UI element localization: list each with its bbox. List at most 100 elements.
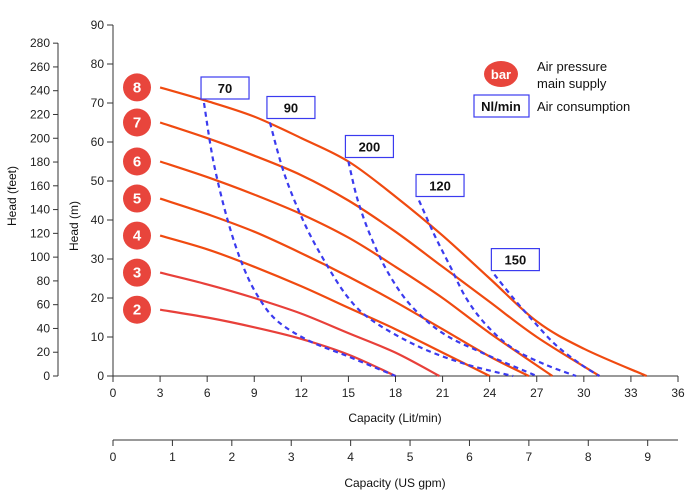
y2-tick-label: 280 — [30, 36, 50, 50]
x-axis-litmin: 0 3 6 9 12 15 18 21 24 27 30 33 36 — [110, 376, 685, 400]
pressure-bubble-label-6: 6 — [133, 154, 141, 171]
pressure-bubble-label-8: 8 — [133, 79, 141, 96]
y2-tick-label: 180 — [30, 155, 50, 169]
x2-tick-label: 0 — [110, 450, 117, 464]
y2-tick-label: 0 — [43, 369, 50, 383]
x2-tick-label: 3 — [288, 450, 295, 464]
y-tick-label: 50 — [91, 174, 105, 188]
y2-tick-label: 220 — [30, 107, 50, 121]
consumption-box-200 — [344, 134, 395, 159]
y-tick-label: 40 — [91, 213, 105, 227]
y2-tick-label: 260 — [30, 60, 50, 74]
pressure-bubble-label-2: 2 — [133, 302, 141, 319]
x-tick-label: 27 — [530, 386, 544, 400]
consumption-curve-70 — [202, 102, 396, 378]
y-axis-feet: 0 20 40 60 80 100 120 140 160 180 200 220 240 260 280 — [30, 36, 59, 383]
y-tick-label: 60 — [91, 135, 105, 149]
x2-tick-label: 5 — [407, 450, 414, 464]
y2-tick-label: 40 — [37, 321, 51, 335]
legend-nl-box — [473, 94, 530, 118]
legend-bar-text-line2: main supply — [537, 76, 607, 91]
pressure-curve-7-bar — [159, 121, 601, 377]
x2-tick-label: 4 — [347, 450, 354, 464]
y-tick-label: 70 — [91, 96, 105, 110]
consumption-box-90 — [266, 95, 316, 120]
pressure-bubble-2 — [123, 295, 151, 324]
x2-tick-label: 2 — [228, 450, 235, 464]
pressure-bubble-8 — [123, 73, 151, 102]
y2-tick-label: 200 — [30, 131, 50, 145]
x2-tick-label: 8 — [585, 450, 592, 464]
pressure-curve-3-bar — [159, 271, 440, 377]
y-tick-label: 20 — [91, 291, 105, 305]
y-tick-label: 0 — [97, 369, 104, 383]
consumption-curves — [202, 102, 601, 378]
y2-tick-label: 20 — [37, 345, 51, 359]
pressure-bubble-3 — [123, 258, 151, 287]
y2-tick-label: 140 — [30, 203, 50, 217]
consumption-labels: 70 90 200 120 150 — [200, 76, 540, 272]
y2-tick-label: 100 — [30, 250, 50, 264]
y2-tick-label: 240 — [30, 84, 50, 98]
consumption-box-70 — [200, 76, 250, 100]
x-tick-label: 36 — [671, 386, 685, 400]
legend-nl-symbol: Nl/min — [481, 99, 521, 114]
y2-tick-label: 160 — [30, 179, 50, 193]
x-tick-label: 18 — [389, 386, 403, 400]
x-axis-title-usgpm: Capacity (US gpm) — [344, 476, 445, 490]
y-tick-label: 80 — [91, 57, 105, 71]
pressure-bubble-5 — [123, 184, 151, 213]
x-axis-title-litmin: Capacity (Lit/min) — [348, 411, 441, 425]
consumption-label-90: 90 — [284, 101, 298, 116]
y-tick-label: 90 — [91, 18, 105, 32]
legend-nl-text: Air consumption — [537, 99, 630, 114]
pressure-bubble-4 — [123, 221, 151, 250]
pressure-curve-8-bar — [159, 86, 648, 378]
consumption-curve-120 — [418, 200, 577, 378]
y-axis-title-feet: Head (feet) — [5, 166, 19, 226]
x-tick-label: 12 — [295, 386, 309, 400]
x-tick-label: 30 — [577, 386, 591, 400]
x-tick-label: 15 — [342, 386, 356, 400]
y-axis-title-meters: Head (m) — [67, 201, 81, 251]
x2-tick-label: 9 — [644, 450, 651, 464]
legend-bar-symbol: bar — [491, 67, 511, 82]
y-tick-label: 30 — [91, 252, 105, 266]
x-tick-label: 21 — [436, 386, 450, 400]
pressure-curves — [159, 86, 648, 378]
consumption-label-70: 70 — [218, 81, 232, 96]
legend-bar-bubble — [484, 61, 518, 87]
pressure-labels: 8 7 6 5 4 3 2 — [123, 73, 151, 324]
y2-tick-label: 120 — [30, 226, 50, 240]
pressure-bubble-6 — [123, 147, 151, 176]
pressure-curve-4-bar — [159, 234, 491, 377]
x2-tick-label: 1 — [169, 450, 176, 464]
consumption-label-200: 200 — [359, 140, 381, 155]
x-tick-label: 6 — [204, 386, 211, 400]
consumption-label-120: 120 — [429, 179, 451, 194]
y2-tick-label: 80 — [37, 274, 51, 288]
pressure-bubble-label-3: 3 — [133, 265, 141, 282]
y-tick-label: 10 — [91, 330, 105, 344]
y2-tick-label: 60 — [37, 298, 51, 312]
consumption-curve-90 — [268, 122, 514, 378]
consumption-box-150 — [490, 248, 540, 272]
pressure-bubble-label-5: 5 — [133, 191, 141, 208]
pressure-bubble-7 — [123, 108, 151, 137]
x-axis-usgpm: 0 1 2 3 4 5 6 7 8 9 — [110, 439, 678, 464]
x-tick-label: 0 — [110, 386, 117, 400]
x-tick-label: 24 — [483, 386, 497, 400]
consumption-label-150: 150 — [505, 253, 527, 268]
x-tick-label: 3 — [157, 386, 164, 400]
x-tick-label: 9 — [251, 386, 258, 400]
legend-bar-text-line1: Air pressure — [537, 59, 607, 74]
consumption-curve-200 — [347, 161, 538, 378]
legend: bar Air pressure main supply Nl/min Air … — [473, 59, 630, 118]
pressure-bubble-label-7: 7 — [133, 115, 141, 132]
pressure-curve-2-bar — [159, 308, 396, 377]
pressure-curve-6-bar — [159, 160, 554, 377]
x2-tick-label: 6 — [466, 450, 473, 464]
consumption-curve-150 — [493, 273, 601, 377]
pressure-bubble-label-4: 4 — [133, 228, 142, 245]
